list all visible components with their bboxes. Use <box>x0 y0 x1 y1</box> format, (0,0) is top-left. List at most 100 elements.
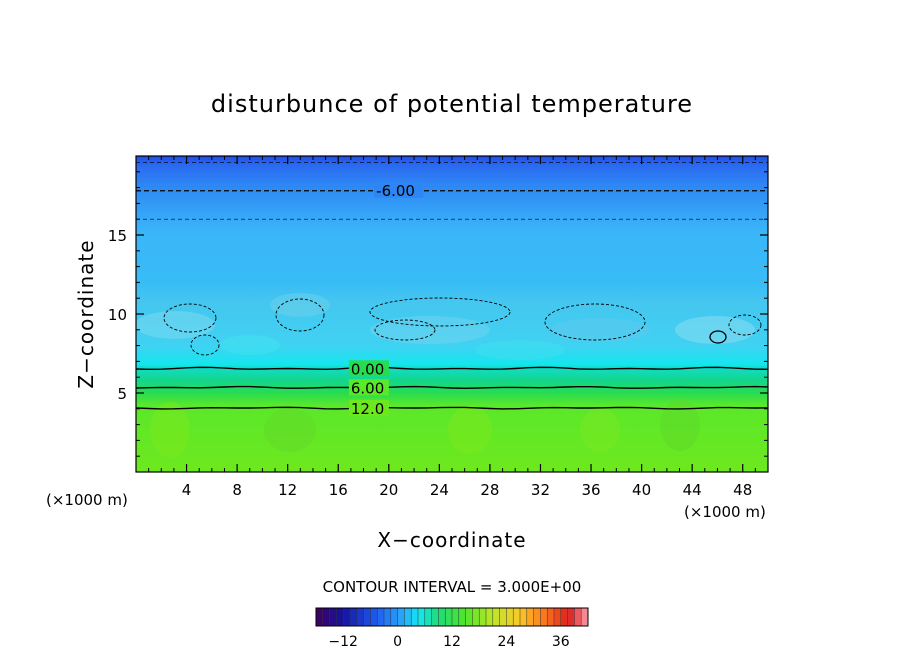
colorbar-swatch <box>574 608 582 626</box>
negative-anomaly-contour <box>163 303 217 333</box>
contour-label: 6.00 <box>351 379 384 397</box>
x-axis-unit-right: (×1000 m) <box>684 503 766 521</box>
colorbar-swatch <box>452 608 460 626</box>
colorbar-swatch <box>329 608 337 626</box>
colorbar-swatch <box>377 608 385 626</box>
contour-label-bg <box>348 360 389 377</box>
colorbar-swatch <box>404 608 412 626</box>
field-patch <box>150 402 190 458</box>
colorbar-swatch <box>384 608 392 626</box>
colorbar-swatch <box>567 608 575 626</box>
x-tick-label: 8 <box>232 481 242 499</box>
x-tick-label: 4 <box>182 481 192 499</box>
y-tick-label: 15 <box>108 227 127 245</box>
negative-anomaly-contour <box>544 303 646 341</box>
field-patch <box>580 408 620 452</box>
field-patch <box>475 340 565 360</box>
colorbar-swatch <box>336 608 344 626</box>
colorbar-swatch <box>438 608 446 626</box>
x-axis-label: X−coordinate <box>377 528 526 552</box>
x-tick-label: 24 <box>430 481 449 499</box>
contour-labels: -6.00 0.006.00 12.0 <box>348 181 424 418</box>
colorbar-swatch <box>445 608 453 626</box>
colorbar-swatch <box>343 608 351 626</box>
contour-line-0 <box>136 366 768 371</box>
x-tick-label: 40 <box>632 481 651 499</box>
contour-interval-text: CONTOUR INTERVAL = 3.000E+00 <box>323 578 582 596</box>
colorbar-swatch <box>411 608 419 626</box>
field-patch <box>550 318 650 342</box>
colorbar-swatch <box>479 608 487 626</box>
field-patch <box>370 316 490 344</box>
colorbar-swatch <box>316 608 324 626</box>
colorbar-swatch <box>486 608 494 626</box>
x-tick-label: 28 <box>480 481 499 499</box>
colorbar-swatch <box>431 608 439 626</box>
colorbar-swatch <box>492 608 500 626</box>
colorbar-swatch <box>554 608 562 626</box>
x-tick-label: 32 <box>531 481 550 499</box>
plot-area <box>136 156 768 472</box>
negative-anomaly-contour <box>275 298 325 332</box>
colorbar-swatch <box>526 608 534 626</box>
colorbar-tick-label: 24 <box>497 634 515 650</box>
x-tick-label: 12 <box>278 481 297 499</box>
colorbar-swatch <box>472 608 480 626</box>
contour-line-12 <box>136 406 768 410</box>
contour-label: 0.00 <box>351 360 384 378</box>
contour-lines <box>136 161 768 410</box>
colorbar: −12 0 12 24 36 <box>315 607 589 650</box>
negative-anomaly-contour <box>190 334 220 356</box>
colorbar-swatch <box>540 608 548 626</box>
field-patch <box>136 311 215 339</box>
contour-label: -6.00 <box>376 182 415 200</box>
colorbar-swatch <box>350 608 358 626</box>
field-patch <box>448 406 492 454</box>
contour-line-6 <box>136 385 768 390</box>
field-patch <box>220 335 280 355</box>
x-tick-label: 36 <box>581 481 600 499</box>
colorbar-swatch <box>370 608 378 626</box>
colorbar-swatch <box>581 608 589 626</box>
contour-label: 12.0 <box>351 400 384 418</box>
colorbar-swatch <box>322 608 330 626</box>
colorbar-tick-label: 12 <box>443 634 461 650</box>
colorbar-swatch <box>547 608 555 626</box>
negative-anomaly-contour <box>374 319 436 341</box>
colorbar-swatch <box>397 608 405 626</box>
x-tick-label: 48 <box>733 481 752 499</box>
colorbar-swatch <box>390 608 398 626</box>
colorbar-swatch <box>465 608 473 626</box>
colorbar-swatch <box>424 608 432 626</box>
contour-label-bg <box>348 379 389 396</box>
x-tick-label: 44 <box>683 481 702 499</box>
chart-title: disturbunce of potential temperature <box>211 90 693 118</box>
x-tick-label: 20 <box>379 481 398 499</box>
colorbar-swatch <box>418 608 426 626</box>
colorbar-swatch <box>458 608 466 626</box>
field-patch <box>675 316 755 344</box>
field-patch <box>660 399 700 451</box>
positive-anomaly-contour <box>709 330 727 344</box>
colorbar-swatch <box>533 608 541 626</box>
colorbar-swatch <box>499 608 507 626</box>
x-axis-unit-left: (×1000 m) <box>46 491 128 509</box>
field-patch <box>270 293 330 317</box>
colorbar-frame <box>315 607 589 627</box>
colorbar-swatch <box>363 608 371 626</box>
x-tick-label: 16 <box>329 481 348 499</box>
contour-label-bg <box>374 181 424 198</box>
colorbar-swatch <box>560 608 568 626</box>
colorbar-swatch <box>513 608 521 626</box>
contour-label-bg <box>348 399 389 416</box>
colorbar-tick-label: 0 <box>393 634 402 650</box>
colorbar-swatch <box>506 608 514 626</box>
y-axis-label: Z−coordinate <box>74 239 98 388</box>
y-tick-label: 10 <box>108 306 127 324</box>
colorbar-swatch <box>520 608 528 626</box>
colorbar-tick-label: −12 <box>328 634 358 650</box>
colorbar-swatch <box>356 608 364 626</box>
field-patch <box>264 408 316 452</box>
